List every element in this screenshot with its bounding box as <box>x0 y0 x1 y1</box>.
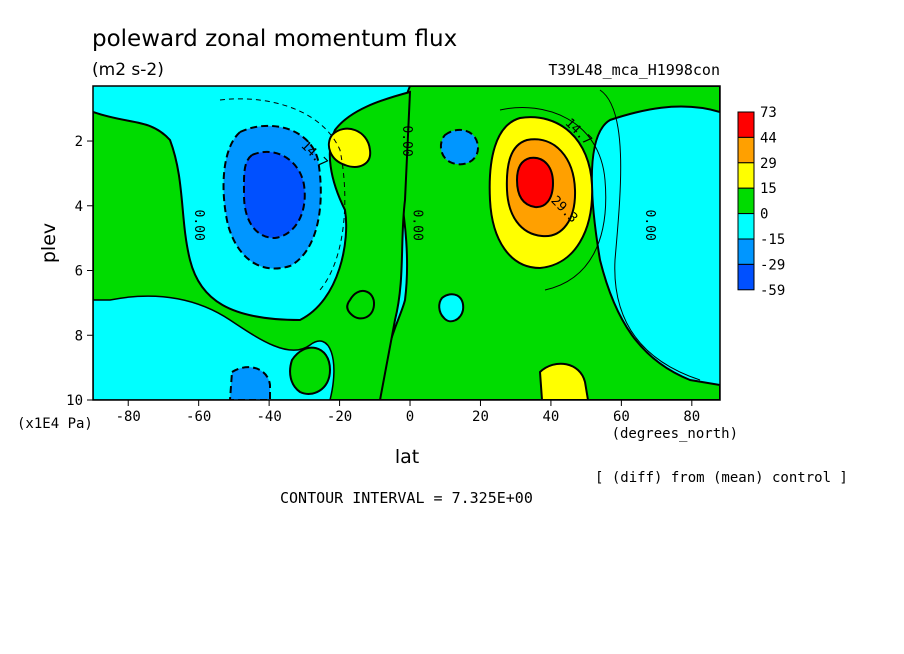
contour-line-thin <box>599 89 701 381</box>
y-axis-label: plev <box>38 223 60 263</box>
positive-region-nh-red <box>515 156 555 209</box>
colorbar-swatch <box>737 213 755 240</box>
colorbar-label: -29 <box>760 257 785 273</box>
x-tick-label: 60 <box>613 409 630 425</box>
negative-region-sh-inner <box>242 150 306 240</box>
y-axis-units: (x1E4 Pa) <box>17 416 93 432</box>
y-tick-label: 2 <box>75 134 83 150</box>
negative-region-nh-small <box>439 128 480 166</box>
colorbar-label: -59 <box>760 283 785 299</box>
colorbar: 73 44 29 15 0 -15 -29 -59 <box>737 105 785 299</box>
positive-region-small-mid <box>346 290 376 320</box>
colorbar-swatch <box>737 111 755 138</box>
positive-region-subtropical <box>327 127 372 168</box>
negative-region-mid <box>438 293 465 323</box>
x-tick-label: 80 <box>683 409 700 425</box>
x-tick-label: -40 <box>256 409 281 425</box>
colorbar-label: 15 <box>760 181 777 197</box>
colorbar-swatch <box>737 162 755 189</box>
plot-frame <box>92 85 721 401</box>
colorbar-swatch <box>737 136 755 164</box>
x-axis-label: lat <box>395 446 419 468</box>
colorbar-label: -15 <box>760 232 785 248</box>
contour-fields <box>93 86 720 400</box>
x-axis: -80 -60 -40 -20 0 20 40 60 80 <box>116 400 700 425</box>
contour-label: 0.00 <box>410 210 425 241</box>
contour-label: 0.00 <box>191 210 206 241</box>
x-tick-label: 20 <box>472 409 489 425</box>
contour-label: 0.00 <box>399 125 414 156</box>
y-tick-label: 6 <box>75 264 83 280</box>
contour-line-thin <box>219 98 346 291</box>
positive-region-surface-sh <box>289 346 332 395</box>
contour-interval: CONTOUR INTERVAL = 7.325E+00 <box>280 489 533 507</box>
colorbar-label: 29 <box>760 156 777 172</box>
run-label: T39L48_mca_H1998con <box>548 61 720 79</box>
y-tick-label: 4 <box>75 199 83 215</box>
x-tick-label: 0 <box>406 409 414 425</box>
colorbar-swatch <box>737 187 755 215</box>
diff-note: [ (diff) from (mean) control ] <box>595 470 848 486</box>
colorbar-swatch <box>737 263 755 291</box>
colorbar-swatch <box>737 238 755 265</box>
contour-line-thin <box>499 107 607 291</box>
x-tick-label: -60 <box>186 409 211 425</box>
chart-units: (m2 s-2) <box>92 60 164 80</box>
contour-label: 0.00 <box>642 210 657 241</box>
x-tick-label: -80 <box>116 409 141 425</box>
positive-region-mid-south <box>93 295 335 400</box>
y-tick-label: 10 <box>66 393 83 409</box>
x-axis-units: (degrees_north) <box>612 426 738 442</box>
chart-title: poleward zonal momentum flux <box>92 26 457 52</box>
negative-region-surface-sh <box>228 366 271 400</box>
y-tick-label: 8 <box>75 328 83 344</box>
x-tick-label: 40 <box>542 409 559 425</box>
colorbar-label: 73 <box>760 105 777 121</box>
y-axis: 2 4 6 8 10 <box>66 134 93 409</box>
colorbar-label: 44 <box>760 130 777 146</box>
x-tick-label: -20 <box>327 409 352 425</box>
colorbar-label: 0 <box>760 207 768 223</box>
positive-region-surface-nh <box>538 362 590 400</box>
